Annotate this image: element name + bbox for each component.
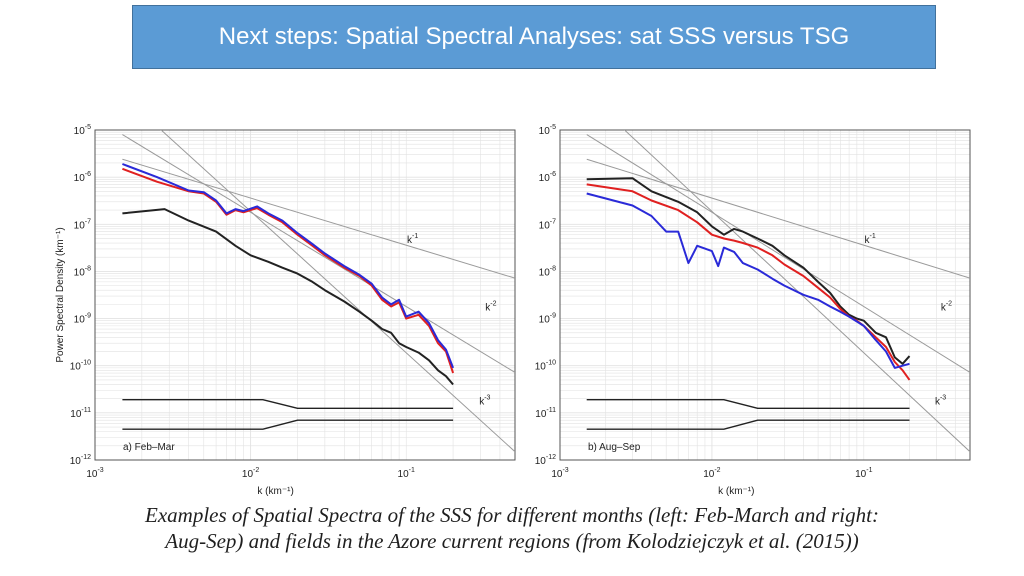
plot-area — [122, 130, 515, 453]
caption-line-2: Aug-Sep) and fields in the Azore current… — [165, 529, 859, 553]
series-line-black — [122, 208, 454, 386]
y-tick-label: 10-6 — [74, 171, 91, 184]
y-tick-label: 10-5 — [74, 124, 91, 137]
slope-label-k-1: k-1 — [407, 233, 418, 246]
series-line-blue — [586, 192, 910, 369]
y-tick-label: 10-12 — [535, 454, 556, 467]
y-tick-label: 10-11 — [535, 407, 556, 420]
y-tick-label: 10-5 — [539, 124, 556, 137]
error-band-line-2 — [586, 419, 910, 430]
slope-label-k-1: k-1 — [864, 233, 875, 246]
x-tick-label: 10-1 — [398, 467, 415, 480]
slope-label-k-3: k-3 — [935, 395, 946, 408]
panel-label: b) Aug–Sep — [588, 442, 641, 453]
y-tick-label: 10-6 — [539, 171, 556, 184]
slope-label-k-3: k-3 — [479, 395, 490, 408]
error-band-line-2 — [122, 419, 454, 430]
slope-line-k-2 — [586, 134, 970, 373]
slope-label-k-2: k-2 — [485, 300, 496, 313]
error-band-line-1 — [122, 399, 454, 409]
y-tick-label: 10-11 — [70, 407, 91, 420]
series-line-red — [122, 167, 455, 374]
slope-line-k-3 — [623, 130, 970, 453]
slope-label-k-2: k-2 — [941, 300, 952, 313]
plot-frame — [94, 129, 516, 461]
slope-line-k-2 — [122, 134, 515, 373]
x-tick-label: 10-3 — [86, 467, 103, 480]
figure-caption: Examples of Spatial Spectra of the SSS f… — [60, 502, 964, 554]
series-line-blue — [122, 163, 455, 369]
series-line-red — [586, 183, 911, 381]
chart-panel-2: 10-3 10-2 10-1 10-12 10-11 10-10 10-9 10-8 10-7 1… — [535, 124, 971, 497]
y-tick-label: 10-9 — [74, 313, 91, 326]
slide-title: Next steps: Spatial Spectral Analyses: s… — [218, 23, 850, 50]
slope-line-k-1 — [122, 158, 515, 279]
panel-label: a) Feb–Mar — [123, 442, 175, 453]
caption-line-1: Examples of Spatial Spectra of the SSS f… — [145, 503, 879, 527]
y-tick-label: 10-10 — [70, 360, 91, 373]
title-banner: Next steps: Spatial Spectral Analyses: s… — [132, 5, 936, 69]
x-axis-label: k (km⁻¹) — [257, 486, 293, 497]
y-tick-label: 10-8 — [74, 265, 91, 278]
x-axis-label: k (km⁻¹) — [718, 486, 754, 497]
y-tick-label: 10-8 — [539, 265, 556, 278]
x-tick-label: 10-2 — [703, 467, 720, 480]
slope-line-k-3 — [160, 130, 515, 453]
y-tick-label: 10-10 — [535, 360, 556, 373]
chart-panel-1: 10-3 10-2 10-1 10-12 10-11 10-10 10-9 10-8 10-7 1… — [55, 124, 516, 497]
x-tick-label: 10-3 — [551, 467, 568, 480]
y-tick-label: 10-12 — [70, 454, 91, 467]
x-tick-label: 10-2 — [242, 467, 259, 480]
plot-frame — [559, 129, 971, 461]
y-tick-label: 10-9 — [539, 313, 556, 326]
plot-area — [586, 130, 970, 453]
spectra-figure: 10-3 10-2 10-1 10-12 10-11 10-10 10-9 10-8 10-7 1… — [55, 124, 971, 497]
y-tick-label: 10-7 — [539, 218, 556, 231]
y-tick-label: 10-7 — [74, 218, 91, 231]
x-tick-label: 10-1 — [855, 467, 872, 480]
error-band-line-1 — [586, 399, 910, 409]
slope-line-k-1 — [586, 158, 970, 279]
y-axis-label: Power Spectral Density (km⁻¹) — [55, 227, 66, 362]
series-line-black — [586, 177, 911, 365]
